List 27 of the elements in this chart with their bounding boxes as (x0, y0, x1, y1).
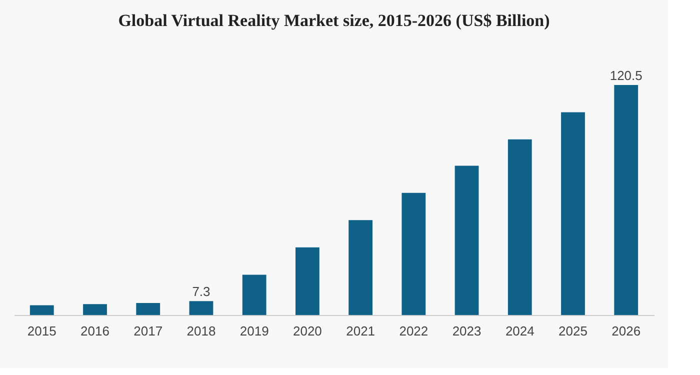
bar (83, 304, 107, 315)
bar (348, 220, 373, 315)
bar (402, 192, 426, 315)
x-tick-label: 2021 (346, 324, 376, 338)
x-tick-label: 2015 (27, 324, 56, 338)
bar (295, 247, 320, 315)
x-tick-label: 2025 (558, 324, 588, 338)
bar (454, 166, 479, 315)
data-label: 7.3 (192, 284, 210, 300)
bar (136, 302, 160, 315)
x-tick-label: 2026 (612, 324, 641, 338)
x-tick-label: 2018 (186, 324, 216, 338)
bar (561, 112, 585, 315)
x-tick-label: 2023 (452, 324, 482, 338)
x-tick-label: 2024 (505, 324, 534, 338)
x-tick-label: 2016 (80, 324, 110, 338)
bar (242, 274, 266, 315)
bar (30, 305, 54, 315)
bar (614, 85, 638, 315)
x-tick-label: 2020 (292, 324, 322, 338)
x-tick-label: 2019 (240, 324, 269, 338)
bar (189, 301, 214, 315)
x-tick-label: 2017 (134, 324, 163, 338)
chart-title: Global Virtual Reality Market size, 2015-2026 (US$ Billion) (118, 11, 550, 30)
data-label: 120.5 (610, 68, 642, 83)
bar (508, 139, 532, 315)
x-tick-label: 2022 (399, 324, 428, 338)
